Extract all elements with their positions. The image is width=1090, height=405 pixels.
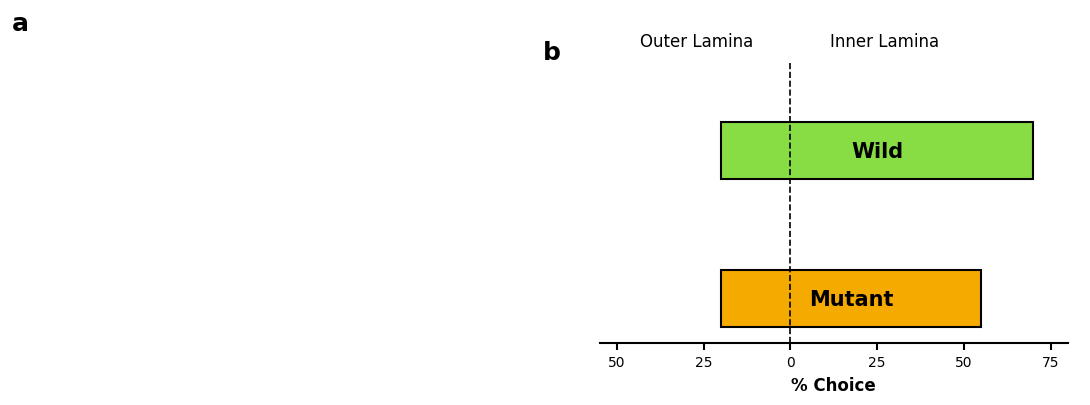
Text: Inner Lamina: Inner Lamina: [829, 33, 938, 51]
Text: a: a: [12, 12, 28, 36]
X-axis label: % Choice: % Choice: [791, 376, 876, 394]
Text: Wild: Wild: [851, 141, 904, 161]
Text: Outer Lamina: Outer Lamina: [640, 33, 753, 51]
Text: b: b: [543, 40, 561, 64]
FancyBboxPatch shape: [720, 271, 981, 327]
FancyBboxPatch shape: [720, 123, 1033, 179]
Text: Mutant: Mutant: [809, 289, 894, 309]
